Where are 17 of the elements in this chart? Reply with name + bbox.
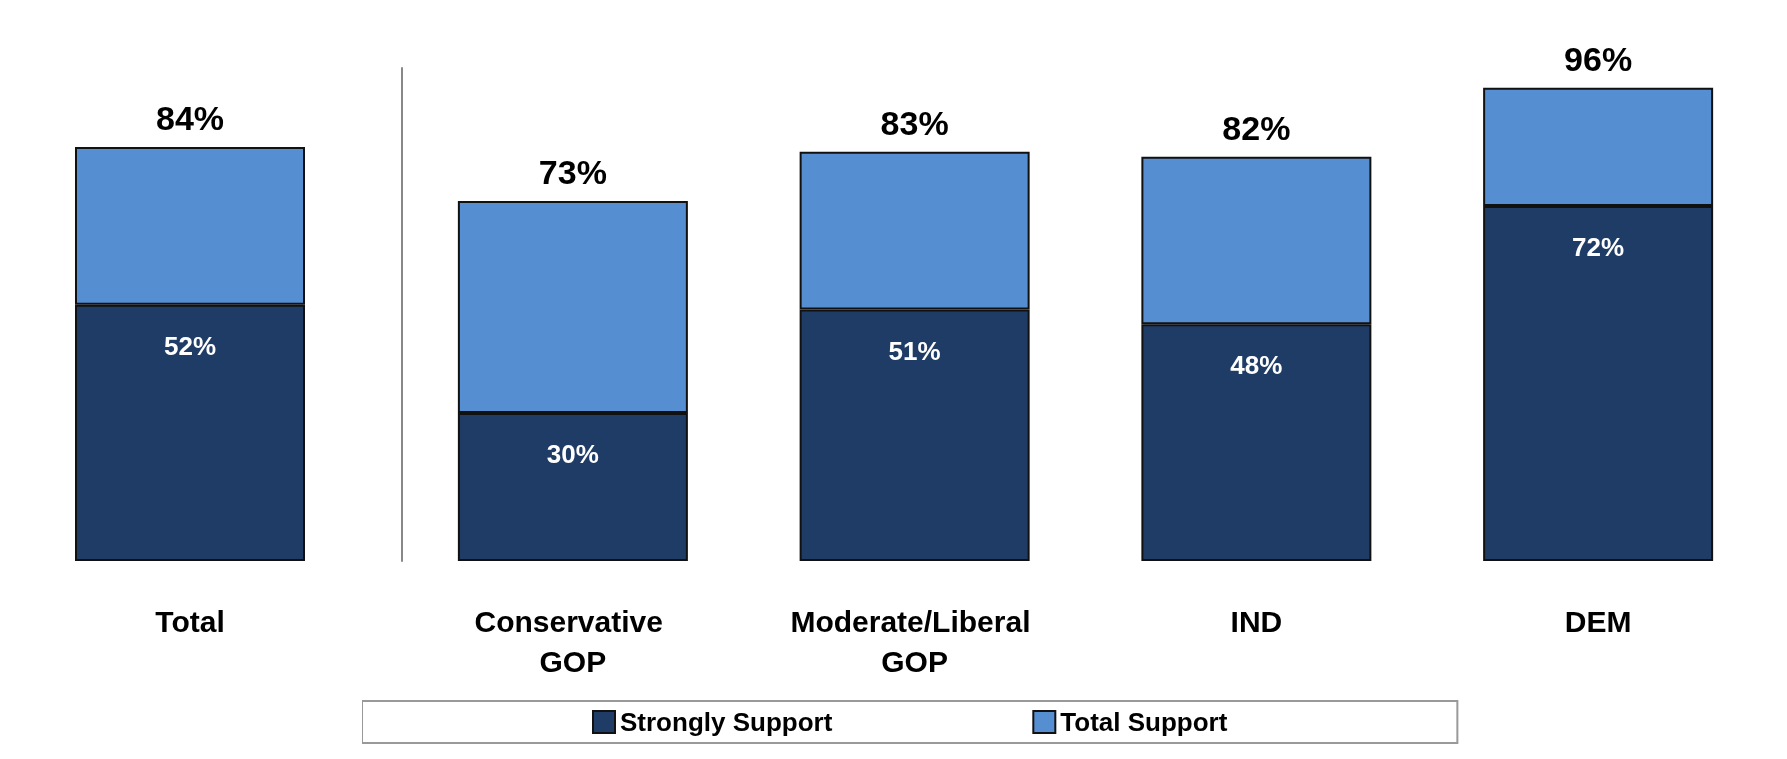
x-tick-label: Total [155, 604, 225, 638]
total-label: 83% [880, 103, 949, 142]
data-label: 30% [546, 439, 599, 470]
data-label: 51% [888, 335, 941, 366]
legend-label: Strongly Support [620, 707, 833, 737]
total-label: 82% [1222, 108, 1291, 147]
total-label: 96% [1564, 39, 1633, 78]
data-label: 48% [1230, 350, 1283, 381]
x-tick-label: IND [1230, 604, 1283, 638]
total-label: 73% [538, 153, 607, 192]
legend-label: Total Support [1060, 707, 1228, 737]
data-label: 52% [163, 330, 217, 361]
x-tick-label: DEM [1564, 604, 1632, 638]
total-label: 84% [155, 98, 225, 137]
x-tick-label: Conservative GOP [474, 604, 672, 678]
data-label: 72% [1572, 232, 1625, 263]
x-tick-label: Moderate/Liberal GOP [790, 604, 1039, 678]
